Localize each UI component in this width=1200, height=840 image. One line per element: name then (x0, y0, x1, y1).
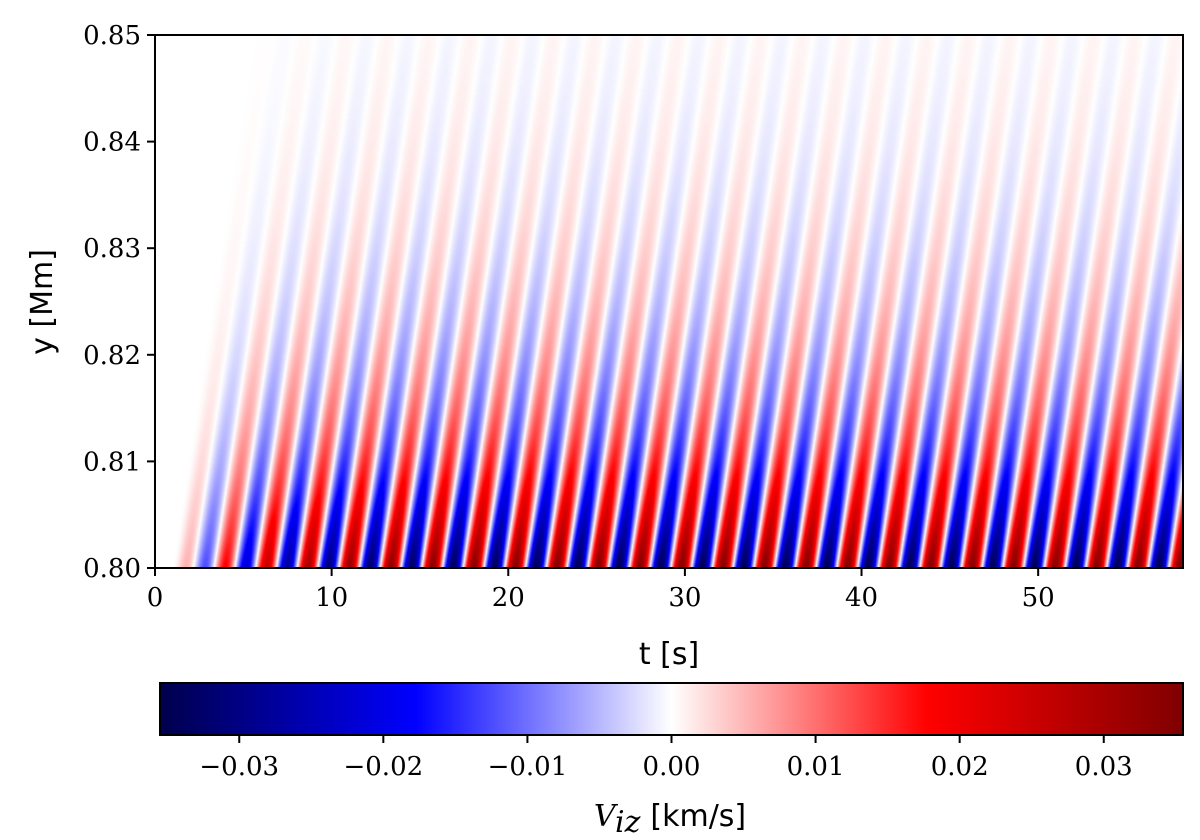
plot-area (154, 34, 1184, 569)
colorbar-gradient (160, 683, 1183, 735)
colorbar-title-subscript: iz (615, 805, 641, 840)
y-tick-label: 0.85 (83, 21, 141, 51)
x-tick-label: 50 (1022, 583, 1055, 613)
x-tick-label: 30 (668, 583, 701, 613)
y-tick-label: 0.81 (83, 447, 141, 477)
colorbar-title-symbol: V (594, 799, 619, 834)
colorbar-tick-label: −0.02 (343, 752, 423, 782)
colorbar-ticks: −0.03 −0.02 −0.01 0.00 0.01 0.02 0.03 (199, 735, 1133, 782)
colorbar-tick-label: −0.03 (199, 752, 279, 782)
heatmap-image (155, 35, 1183, 568)
y-axis-title: y [Mm] (25, 249, 60, 355)
x-axis: 0 10 20 30 40 50 (147, 568, 1055, 613)
plot-frame (154, 34, 1184, 569)
x-tick-label: 10 (315, 583, 348, 613)
colorbar-tick-label: 0.03 (1075, 752, 1133, 782)
x-tick-label: 40 (845, 583, 878, 613)
colorbar-tick-label: 0.02 (931, 752, 989, 782)
colorbar-tick-label: 0.00 (643, 752, 701, 782)
colorbar: −0.03 −0.02 −0.01 0.00 0.01 0.02 0.03 Viz [km/s… (159, 682, 1184, 840)
x-axis-title: t [s] (639, 637, 699, 672)
y-axis: 0.80 0.81 0.82 0.83 0.84 0.85 (83, 21, 155, 584)
colorbar-title-unit: [km/s] (650, 799, 746, 834)
colorbar-tick-label: 0.01 (787, 752, 845, 782)
y-tick-label: 0.82 (83, 341, 141, 371)
colorbar-title: Viz [km/s] (594, 799, 746, 840)
colorbar-tick-label: −0.01 (488, 752, 568, 782)
x-tick-label: 20 (492, 583, 525, 613)
y-tick-label: 0.84 (83, 128, 141, 158)
y-tick-label: 0.83 (83, 234, 141, 264)
y-tick-label: 0.80 (83, 554, 141, 584)
x-tick-label: 0 (147, 583, 164, 613)
